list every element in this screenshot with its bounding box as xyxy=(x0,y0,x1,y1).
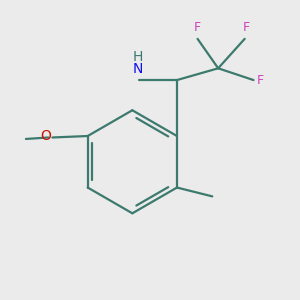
Text: O: O xyxy=(40,129,51,143)
Text: F: F xyxy=(194,21,201,34)
Text: F: F xyxy=(243,21,250,34)
Text: F: F xyxy=(256,74,264,87)
Text: H: H xyxy=(133,50,143,64)
Text: N: N xyxy=(133,62,143,76)
